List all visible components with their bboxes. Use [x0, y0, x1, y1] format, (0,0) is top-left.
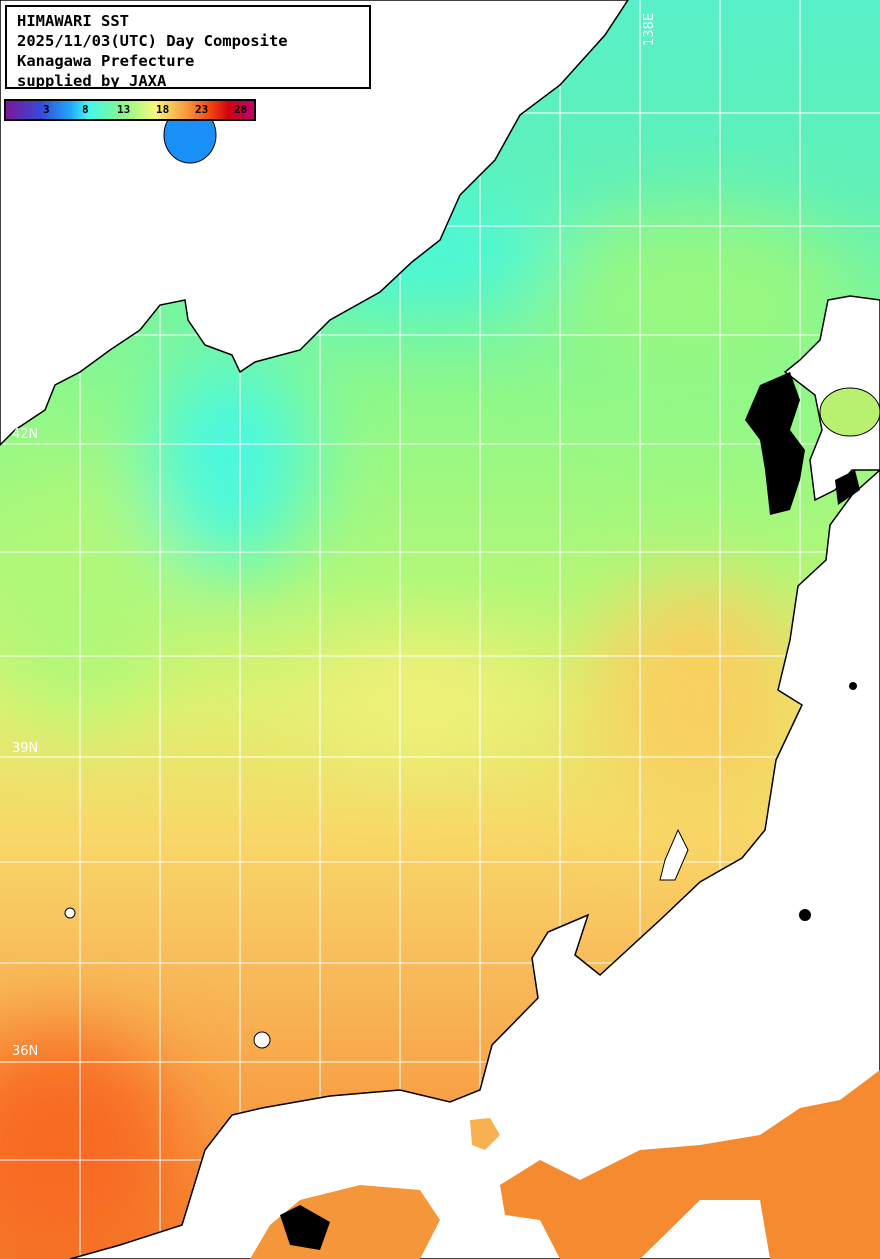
title-date: 2025/11/03(UTC) Day Composite: [17, 32, 288, 50]
colorbar-tick: 13: [117, 103, 131, 116]
lat-label-39n: 39N: [12, 741, 39, 756]
title-credit: supplied by JAXA: [17, 72, 167, 90]
colorbar-tick: 8: [82, 103, 89, 116]
sea-wakasa: [470, 1118, 500, 1150]
colorbar-tick: 28: [234, 103, 248, 116]
colorbar-tick: 23: [195, 103, 209, 116]
colorbar-tick: 3: [43, 103, 50, 116]
funka-bay-sea: [819, 387, 880, 437]
small-islands: [64, 828, 689, 1049]
lat-label-42n: 42N: [12, 427, 39, 442]
title-product: HIMAWARI SST: [17, 12, 129, 30]
sea-seto-pacific: [500, 1070, 880, 1259]
title-region: Kanagawa Prefecture: [17, 52, 195, 70]
land-honshu: [69, 468, 880, 1259]
lat-label-36n: 36N: [12, 1044, 39, 1059]
colorbar-tick: 18: [156, 103, 170, 116]
no-data-areas: [280, 372, 860, 1250]
color-scale-legend: 3 8 13 18 23 28: [4, 99, 256, 121]
title-box: HIMAWARI SST 2025/11/03(UTC) Day Composi…: [5, 5, 371, 90]
lon-label-138e: 138E: [642, 12, 657, 46]
